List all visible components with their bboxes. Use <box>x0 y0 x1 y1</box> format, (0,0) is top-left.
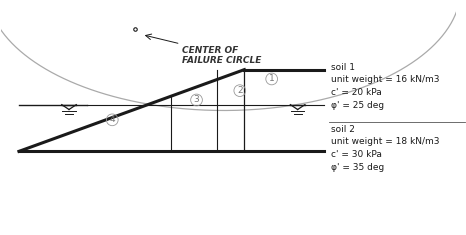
Text: 1: 1 <box>269 74 274 83</box>
Text: 3: 3 <box>194 95 199 105</box>
Text: 4: 4 <box>110 115 115 124</box>
Text: soil 1
unit weight = 16 kN/m3
c' = 20 kPa
φ' = 25 deg: soil 1 unit weight = 16 kN/m3 c' = 20 kP… <box>331 63 439 110</box>
Text: 2: 2 <box>237 86 243 95</box>
Text: CENTER OF
FAILURE CIRCLE: CENTER OF FAILURE CIRCLE <box>182 46 261 65</box>
Text: soil 2
unit weight = 18 kN/m3
c' = 30 kPa
φ' = 35 deg: soil 2 unit weight = 18 kN/m3 c' = 30 kP… <box>331 125 439 172</box>
